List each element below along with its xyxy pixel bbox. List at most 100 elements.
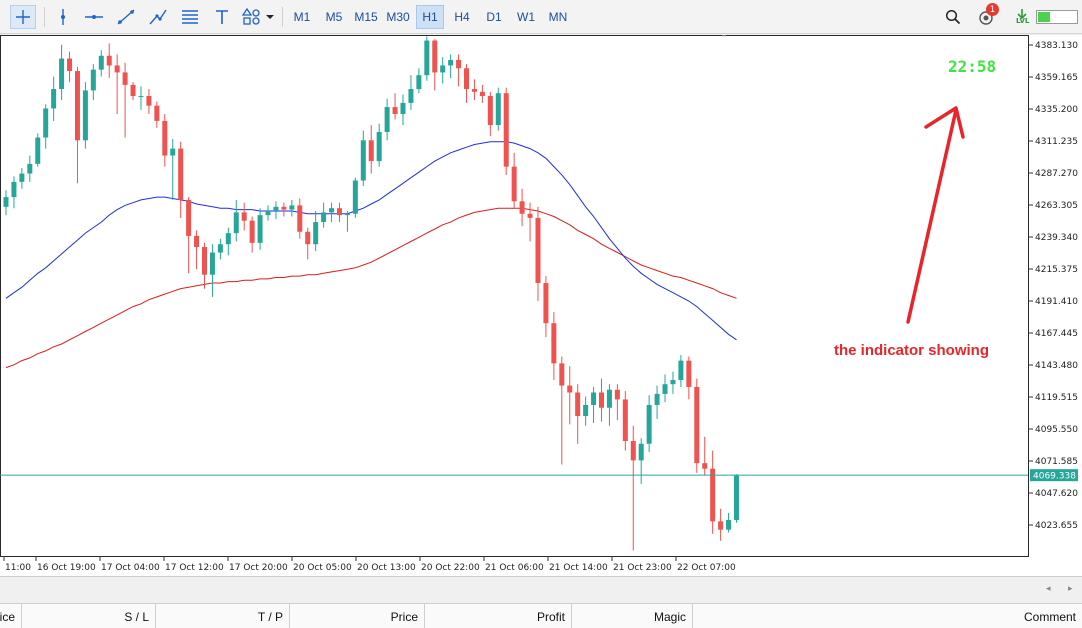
chart-scrollbar[interactable]: ◂ ▸ (0, 576, 1082, 603)
x-tick-label: 22 Oct 07:00 (677, 563, 736, 573)
candle-body (360, 140, 366, 181)
candle-body (289, 205, 295, 210)
candle-body (265, 210, 271, 216)
timeframe-h1-button[interactable]: H1 (416, 5, 444, 29)
y-tick-label: 4311.235 (1035, 137, 1078, 147)
col-header-price-open[interactable]: rice (0, 604, 22, 628)
candle-body (122, 72, 128, 85)
y-tick-label: 4143.480 (1035, 361, 1078, 371)
indicator-clock-text: 22:58 (948, 57, 996, 76)
candle-body (416, 75, 422, 90)
signal-level-icon[interactable] (1012, 5, 1032, 29)
candle-body (718, 521, 724, 530)
x-tick-label: 17 Oct 04:00 (101, 563, 160, 573)
timeframe-h4-button[interactable]: H4 (454, 10, 470, 24)
y-tick-label: 4023.655 (1035, 521, 1078, 531)
x-tick-label: 17 Oct 12:00 (165, 563, 224, 573)
candle-body (710, 468, 716, 522)
col-header-magic[interactable]: Magic (572, 604, 693, 628)
candle-body (583, 404, 589, 417)
x-tick-label: 21 Oct 14:00 (549, 563, 608, 573)
candle-body (186, 199, 192, 236)
candle-body (527, 213, 533, 218)
shapes-dropdown-icon[interactable] (240, 5, 276, 29)
timeframe-d1-button[interactable]: D1 (486, 10, 502, 24)
y-tick-label: 4335.200 (1035, 105, 1078, 115)
candle-body (606, 389, 612, 408)
timeframe-m15-button[interactable]: M15 (354, 10, 378, 24)
candle-body (313, 222, 319, 245)
timeframe-m1-button[interactable]: M1 (293, 10, 311, 24)
candle-body (559, 363, 565, 386)
candle-body (702, 463, 708, 469)
candle-body (305, 231, 311, 245)
candle-body (622, 399, 628, 441)
price-chart-area[interactable]: 4383.130 4359.165 4335.200 4311.235 4287.270… (0, 35, 1082, 576)
current-price-label: 4069.338 (1033, 472, 1076, 482)
x-tick-label: 21 Oct 06:00 (485, 563, 544, 573)
candle-body (194, 235, 200, 248)
candle-body (678, 360, 684, 381)
trendline-icon[interactable] (114, 5, 138, 29)
col-header-profit[interactable]: Profit (425, 604, 572, 628)
timeframe-w1-button[interactable]: W1 (517, 10, 535, 24)
candle-body (74, 71, 80, 141)
timeframe-m5-button[interactable]: M5 (325, 10, 343, 24)
y-tick-label: 4191.410 (1035, 297, 1078, 307)
candle-body (376, 131, 382, 162)
candle-body (694, 386, 700, 464)
scroll-left-icon[interactable]: ◂ (1046, 584, 1051, 594)
candle-body (257, 215, 263, 243)
col-header-price[interactable]: Price (290, 604, 425, 628)
candle-body (178, 148, 184, 200)
crosshair-icon[interactable] (10, 5, 36, 29)
col-header-comment[interactable]: Comment (1023, 609, 1076, 624)
candle-body (98, 55, 104, 70)
annotation-arrow-icon (906, 108, 958, 324)
text-tool-icon[interactable] (210, 5, 234, 29)
candle-body (471, 89, 477, 92)
vertical-line-icon[interactable] (52, 5, 74, 29)
candle-body (114, 65, 120, 73)
channel-icon[interactable] (146, 5, 170, 29)
timeframe-mn-button[interactable]: MN (548, 10, 568, 24)
search-icon[interactable] (942, 5, 964, 29)
y-tick-label: 4239.340 (1035, 233, 1078, 243)
y-tick-label: 4071.585 (1035, 457, 1078, 467)
slow-moving-average-line (5, 207, 737, 369)
candle-body (162, 120, 168, 156)
x-tick-label: 11:00 (5, 563, 31, 573)
candle-body (241, 212, 247, 221)
scroll-right-icon[interactable]: ▸ (1068, 584, 1073, 594)
connection-meter (1036, 10, 1078, 24)
candle-body (249, 220, 255, 243)
plot-border (0, 35, 1029, 557)
candle-body (511, 166, 517, 202)
candle-body (35, 137, 41, 164)
y-tick-label: 4383.130 (1035, 41, 1078, 51)
candle-body (424, 40, 430, 76)
candle-body (19, 173, 25, 182)
candle-body (646, 404, 652, 444)
timeframe-m30-button[interactable]: M30 (386, 10, 410, 24)
chart-toolbar: M1 M5 M15 M30 H1 H4 D1 W1 MN 1 LVL (0, 0, 1082, 34)
candle-body (543, 283, 549, 324)
price-chart[interactable]: 4383.130 4359.165 4335.200 4311.235 4287.270… (0, 35, 1082, 576)
y-tick-label: 4167.445 (1035, 329, 1078, 339)
candle-body (11, 181, 17, 198)
candle-body (368, 140, 374, 162)
fast-moving-average-line (5, 141, 737, 341)
col-header-sl[interactable]: S / L (22, 604, 156, 628)
candle-body (59, 58, 65, 90)
fibonacci-icon[interactable] (178, 5, 202, 29)
candle-body (432, 40, 438, 73)
col-header-tp[interactable]: T / P (156, 604, 290, 628)
y-tick-label: 4215.375 (1035, 265, 1078, 275)
x-tick-label: 20 Oct 13:00 (357, 563, 416, 573)
x-tick-label: 20 Oct 05:00 (293, 563, 352, 573)
candle-body (464, 68, 470, 90)
horizontal-line-icon[interactable] (82, 5, 106, 29)
notifications-icon[interactable]: 1 (974, 3, 1000, 29)
candle-body (535, 217, 541, 284)
candle-body (154, 105, 160, 121)
